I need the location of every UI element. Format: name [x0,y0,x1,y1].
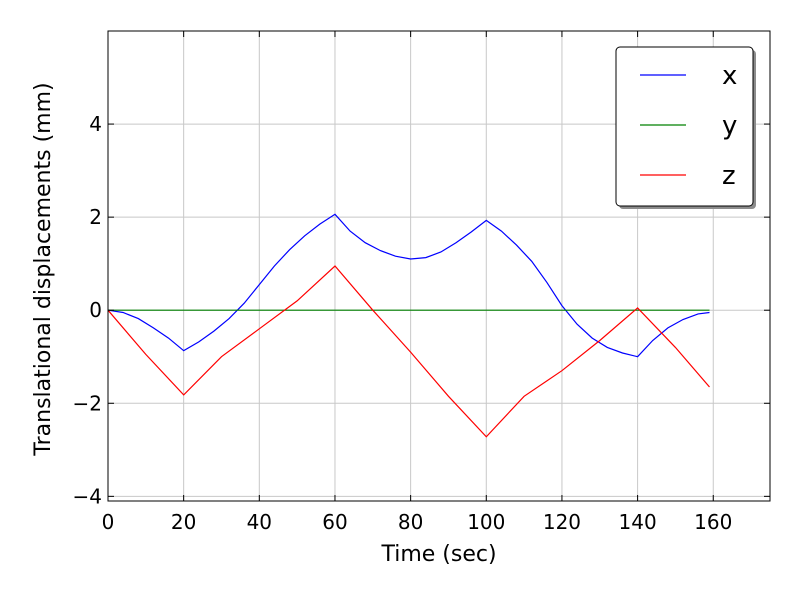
legend: xyz [615,46,756,209]
series-line-x [107,213,710,358]
x-tick-label: 120 [543,510,581,534]
x-tick-label: 140 [619,510,657,534]
legend-label-z: z [722,161,736,191]
legend-label-y: y [722,111,737,141]
y-tick-label: 4 [89,112,102,136]
x-axis-title: Time (sec) [380,542,496,567]
y-tick-label: 0 [89,298,102,322]
axis-ticks: 0 20 40 60 80 100 120 140 160 −4 −2 0 2 4 [73,31,770,534]
x-tick-label: 160 [694,510,732,534]
legend-box [615,46,754,207]
x-tick-label: 60 [322,510,347,534]
plot-frame [107,30,771,502]
y-tick-label: −4 [73,484,102,508]
x-tick-label: 80 [398,510,423,534]
x-tick-label: 0 [102,510,115,534]
y-tick-label: −2 [73,391,102,415]
series-line-z [107,265,710,438]
series-lines [107,213,710,438]
y-tick-label: 2 [89,205,102,229]
legend-label-x: x [722,61,737,91]
x-tick-label: 100 [467,510,505,534]
y-axis-title: Translational displacements (mm) [31,82,56,456]
x-tick-label: 20 [171,510,196,534]
x-tick-label: 40 [247,510,272,534]
